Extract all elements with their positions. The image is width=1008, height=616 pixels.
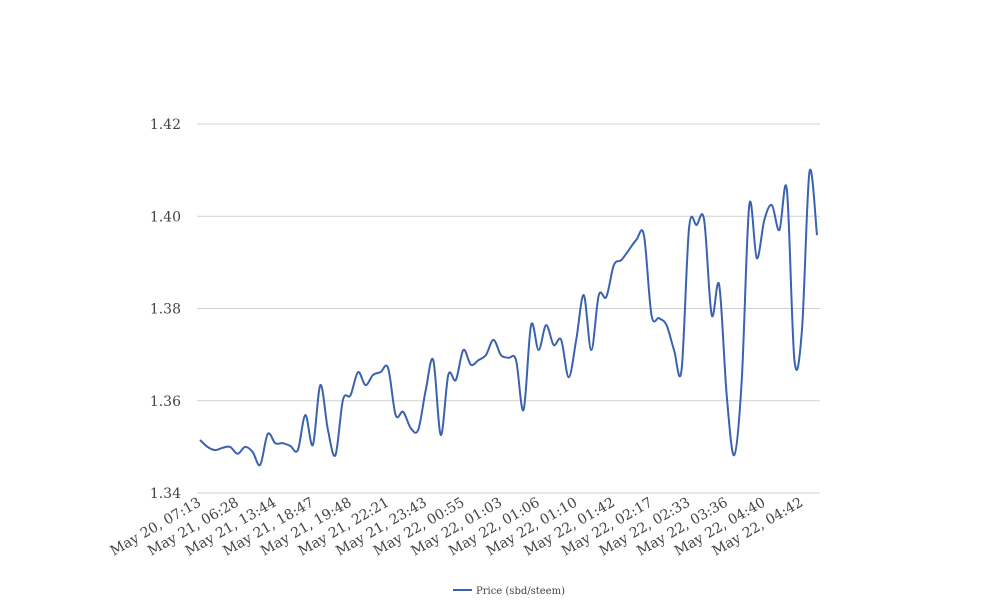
legend-label: Price (sbd/steem) [476, 586, 565, 597]
y-tick-label: 1.34 [150, 486, 181, 502]
price-line [199, 168, 818, 467]
y-tick-label: 1.38 [150, 302, 181, 318]
y-tick-label: 1.42 [150, 117, 181, 133]
y-tick-label: 1.36 [150, 394, 181, 410]
y-tick-label: 1.40 [150, 209, 181, 225]
